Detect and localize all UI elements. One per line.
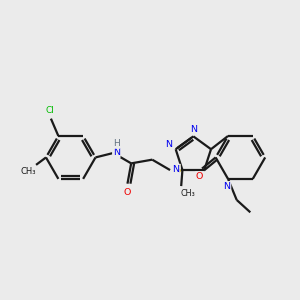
Text: CH₃: CH₃	[181, 188, 196, 197]
Text: O: O	[196, 172, 203, 181]
Text: Cl: Cl	[45, 106, 54, 115]
Text: N: N	[165, 140, 172, 149]
Text: N: N	[190, 125, 197, 134]
Text: N: N	[224, 182, 230, 191]
Text: S: S	[174, 165, 180, 175]
Text: N: N	[172, 166, 179, 175]
Text: H: H	[113, 139, 120, 148]
Text: N: N	[113, 148, 120, 158]
Text: CH₃: CH₃	[21, 167, 36, 176]
Text: O: O	[124, 188, 131, 197]
